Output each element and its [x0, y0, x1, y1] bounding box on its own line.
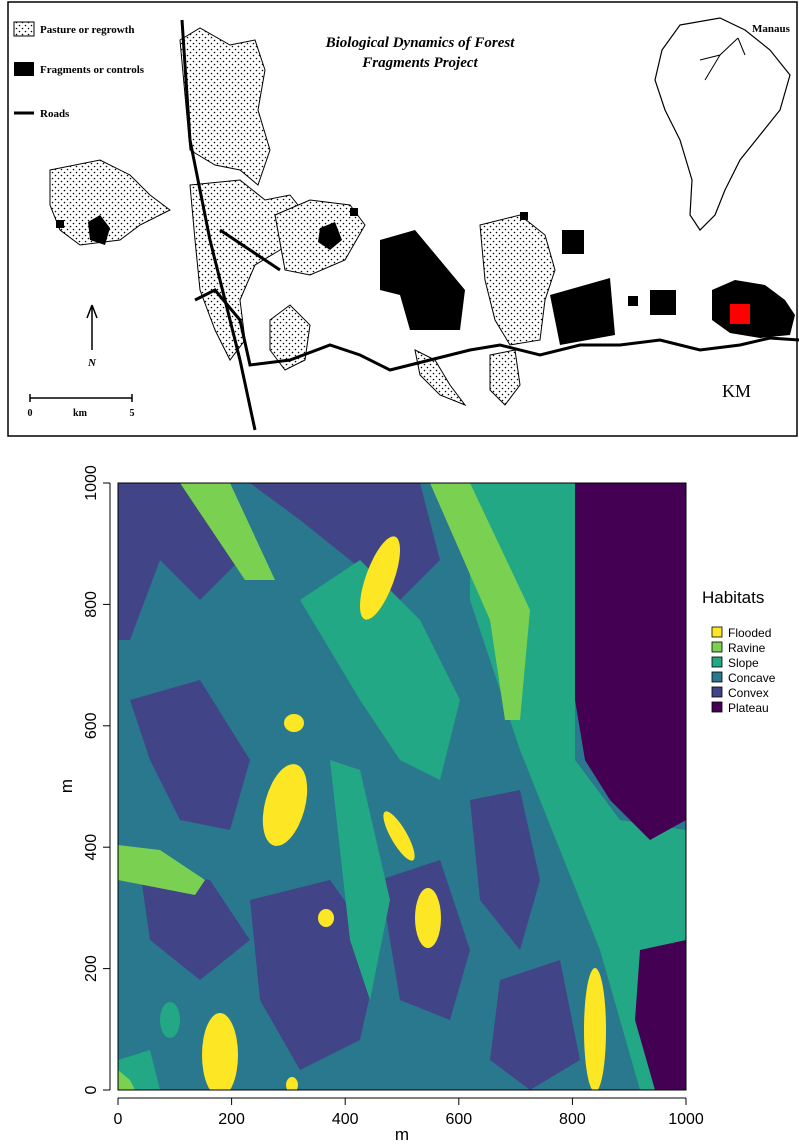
y-tick-label: 1000: [83, 465, 100, 501]
fragment: [350, 208, 358, 216]
y-tick-label: 200: [83, 955, 100, 982]
habitat-raster: [118, 483, 686, 1097]
y-axis-title: m: [57, 779, 76, 793]
habitat-patch: [584, 968, 606, 1092]
fragment: [562, 230, 584, 254]
habitat-patch: [286, 1077, 298, 1093]
legend-swatch: [14, 62, 34, 76]
legend-label: Convex: [728, 686, 769, 700]
legend-label: Concave: [728, 671, 776, 685]
fragment: [650, 290, 676, 315]
scale-label: 5: [130, 408, 135, 419]
habitat-patch: [202, 1013, 238, 1097]
x-tick-label: 400: [332, 1111, 359, 1128]
y-tick-label: 400: [83, 834, 100, 861]
fragment: [520, 212, 528, 220]
legend-swatch: [712, 657, 722, 667]
legend-label: Pasture or regrowth: [40, 24, 135, 36]
legend-swatch: [712, 687, 722, 697]
map-title: Biological Dynamics of Forest: [325, 35, 516, 51]
x-tick-label: 0: [114, 1111, 123, 1128]
legend-label: Roads: [40, 108, 70, 120]
map-title: Fragments Project: [361, 55, 478, 71]
legend-swatch: [712, 627, 722, 637]
scale-label: 0: [28, 408, 33, 419]
x-tick-label: 200: [218, 1111, 245, 1128]
habitat-patch: [318, 909, 334, 927]
habitat-patch: [415, 888, 441, 948]
y-tick-label: 600: [83, 712, 100, 739]
legend-label: Ravine: [728, 641, 766, 655]
north-label: N: [87, 357, 97, 369]
y-tick-label: 0: [83, 1085, 100, 1094]
legend-title: Habitats: [702, 588, 764, 607]
site-map: Pasture or regrowth Fragments or control…: [8, 2, 799, 436]
scale-label: km: [73, 408, 88, 419]
legend-swatch: [712, 702, 722, 712]
legend-label: Fragments or controls: [40, 64, 145, 76]
x-axis-title: m: [395, 1125, 409, 1144]
fragment: [56, 220, 64, 228]
x-tick-label: 800: [559, 1111, 586, 1128]
legend-label: Plateau: [728, 701, 769, 715]
legend-swatch: [712, 642, 722, 652]
study-site: [730, 304, 750, 324]
legend-swatch: [14, 22, 34, 36]
inset-label: Manaus: [752, 23, 791, 35]
legend-label: Flooded: [728, 626, 771, 640]
page: {"top_map": { "legend": [{"label": "Past…: [0, 0, 799, 1146]
y-tick-label: 800: [83, 591, 100, 618]
figure: Pasture or regrowth Fragments or control…: [0, 0, 799, 1146]
site-label: KM: [722, 381, 751, 401]
x-tick-label: 1000: [668, 1111, 704, 1128]
legend-label: Slope: [728, 656, 759, 670]
x-tick-label: 600: [445, 1111, 472, 1128]
body: Pasture or regrowth Fragments or control…: [0, 0, 799, 1146]
fragment: [628, 296, 638, 306]
legend-swatch: [712, 672, 722, 682]
habitat-patch: [284, 714, 304, 732]
habitat-patch: [160, 1002, 180, 1038]
